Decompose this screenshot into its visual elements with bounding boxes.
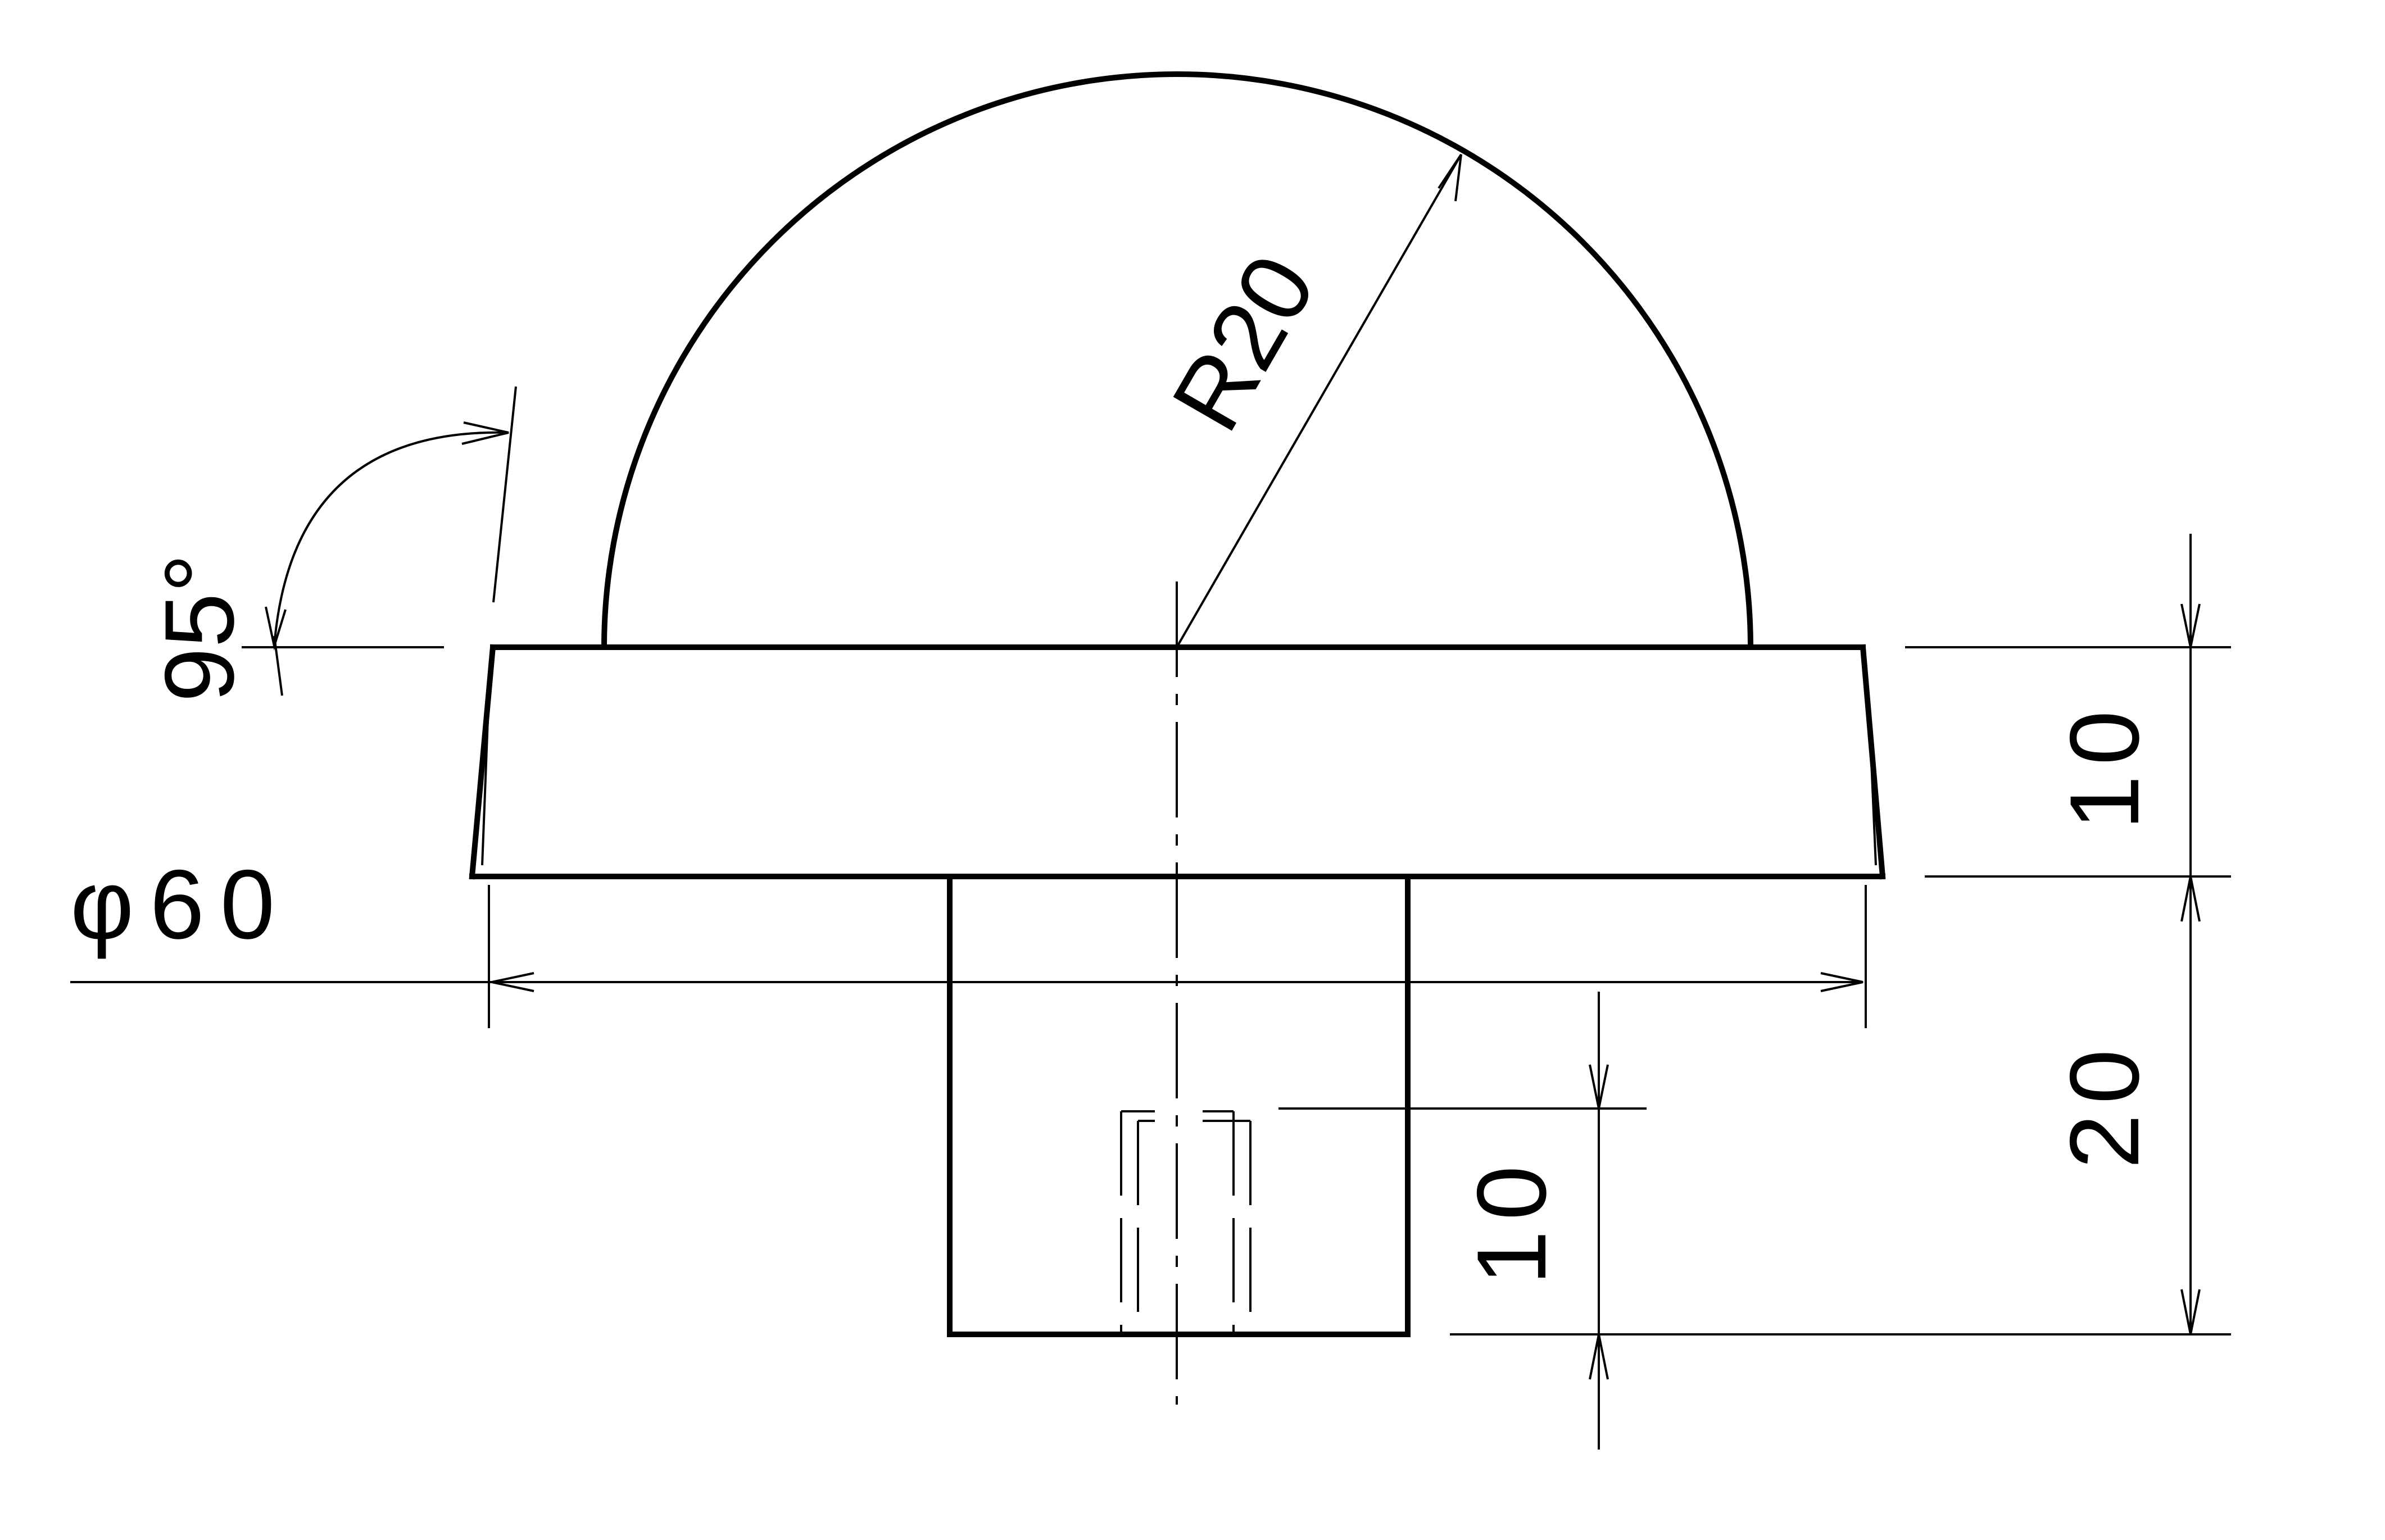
flange-inner-lines [481, 690, 1877, 866]
shaft-height-label: 20 [2050, 1039, 2160, 1169]
diameter-label: φ60 [70, 850, 291, 960]
hole-depth-dimension: 10 [1457, 992, 1609, 1450]
hole-depth-label: 10 [1457, 1156, 1567, 1285]
angle-label: 95° [145, 553, 255, 702]
flange-left-side [469, 644, 496, 880]
angle-dimension: 95° [145, 386, 517, 702]
flange-right-side [1860, 644, 1886, 880]
dome-arc [601, 71, 1754, 651]
height-dimensions: 10 20 [1450, 534, 2231, 1335]
hidden-hole-lines [1120, 1107, 1647, 1334]
diameter-dimension: φ60 [70, 850, 1867, 1028]
flange-height-label: 10 [2050, 701, 2160, 830]
radius-dimension: R20 [1151, 153, 1462, 648]
